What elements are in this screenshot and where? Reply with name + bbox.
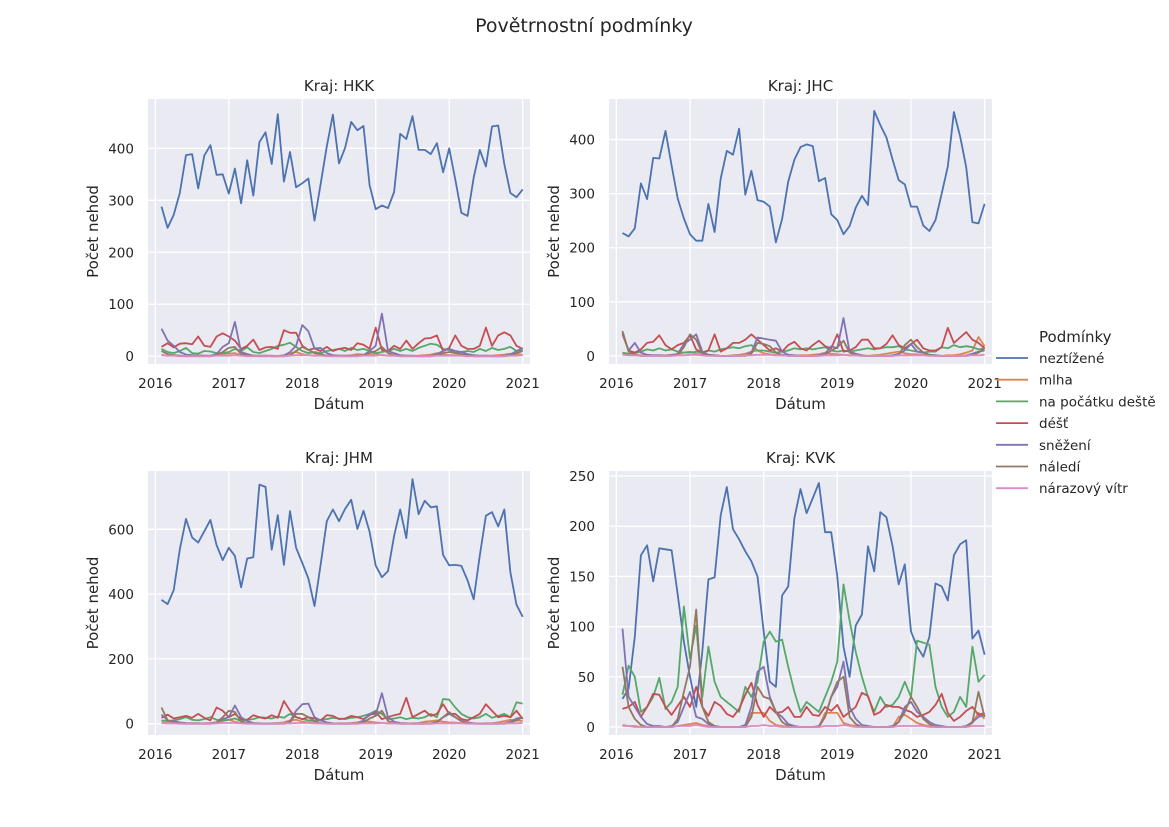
y-tick-label: 0 (586, 720, 595, 736)
series-line (160, 113, 524, 229)
plot-area (609, 471, 992, 735)
x-tick-label: 2020 (432, 747, 466, 763)
x-tick-label: 2020 (894, 747, 928, 763)
x-tick-label: 2020 (432, 376, 466, 392)
x-tick-label: 2018 (746, 747, 780, 763)
x-tick-label: 2016 (599, 376, 633, 392)
panels: 2016 2017 2018 2019 2020 2021 0 100 200 300 400 Kra… (84, 77, 1002, 784)
x-tick-label: 2017 (673, 747, 707, 763)
chart-title: Povětrnostní podmínky (475, 15, 693, 37)
x-tick-label: 2021 (967, 376, 1001, 392)
y-axis-label: Počet nehod (84, 185, 102, 278)
panel-1: 2016 2017 2018 2019 2020 2021 0 100 200 300 400 Kra… (84, 77, 540, 413)
series-line (621, 482, 986, 708)
x-axis-label: Dátum (775, 395, 826, 413)
plot-area (148, 471, 530, 735)
panel-title: Kraj: JHC (768, 77, 833, 95)
y-axis-label: Počet nehod (545, 557, 563, 650)
legend-label: sněžení (1039, 438, 1092, 454)
x-tick-label: 2016 (138, 376, 172, 392)
panel-2: 2016 2017 2018 2019 2020 2021 0 100 200 300 400 Kra… (545, 77, 1002, 413)
y-tick-label: 600 (108, 522, 134, 538)
y-tick-label: 100 (569, 295, 595, 311)
panel-3: 2016 2017 2018 2019 2020 2021 0 200 400 600 Kraj: … (84, 449, 540, 784)
y-tick-label: 100 (108, 297, 134, 313)
series-line (161, 696, 524, 722)
legend: Podmínky neztížené mlha na počátku deště dé… (996, 328, 1156, 497)
y-tick-label: 250 (569, 469, 595, 485)
series-line (622, 110, 986, 244)
x-tick-label: 2021 (505, 376, 539, 392)
x-tick-label: 2016 (138, 747, 172, 763)
x-axis-label: Dátum (314, 395, 365, 413)
legend-label: mlha (1039, 373, 1073, 389)
y-tick-label: 0 (125, 717, 134, 733)
y-axis-label: Počet nehod (545, 185, 563, 278)
panel-title: Kraj: HKK (304, 77, 375, 95)
legend-label: déšť (1039, 416, 1069, 432)
x-tick-label: 2020 (894, 376, 928, 392)
plot-area (148, 99, 530, 364)
x-tick-label: 2019 (820, 376, 854, 392)
y-tick-label: 0 (586, 349, 595, 365)
series-line (622, 353, 985, 357)
x-tick-label: 2017 (212, 747, 246, 763)
legend-label: náledí (1039, 460, 1081, 476)
x-tick-label: 2021 (505, 747, 539, 763)
x-axis-label: Dátum (775, 766, 826, 784)
y-tick-label: 150 (569, 569, 595, 585)
x-tick-label: 2017 (673, 376, 707, 392)
series-line (621, 326, 986, 354)
panel-4: 2016 2017 2018 2019 2020 2021 0 50 100 150 200 250 K… (545, 449, 1002, 784)
series-line (161, 722, 523, 725)
x-tick-label: 2019 (359, 376, 393, 392)
series-line (161, 353, 523, 358)
y-axis-label: Počet nehod (84, 557, 102, 650)
x-tick-label: 2016 (599, 747, 633, 763)
y-tick-label: 300 (108, 193, 134, 209)
y-tick-label: 300 (569, 187, 595, 203)
legend-label: na počátku deště (1039, 394, 1156, 410)
x-tick-label: 2019 (820, 747, 854, 763)
panel-title: Kraj: JHM (305, 449, 373, 467)
x-tick-label: 2019 (359, 747, 393, 763)
y-tick-label: 200 (569, 241, 595, 257)
series-line (161, 326, 524, 352)
x-tick-label: 2018 (285, 376, 319, 392)
x-tick-label: 2017 (212, 376, 246, 392)
plot-area (609, 99, 992, 364)
y-tick-label: 200 (569, 519, 595, 535)
series-line (622, 724, 985, 728)
y-tick-label: 400 (569, 133, 595, 149)
legend-title: Podmínky (1039, 328, 1112, 346)
legend-label: neztížené (1039, 351, 1104, 367)
panel-title: Kraj: KVK (766, 449, 836, 467)
y-tick-label: 400 (108, 587, 134, 603)
y-tick-label: 200 (108, 245, 134, 261)
y-tick-label: 0 (125, 349, 134, 365)
y-tick-label: 400 (108, 141, 134, 157)
x-tick-label: 2018 (746, 376, 780, 392)
legend-label: nárazový vítr (1039, 481, 1128, 497)
y-tick-label: 50 (578, 670, 595, 686)
y-tick-label: 100 (569, 620, 595, 636)
series-line (160, 478, 524, 618)
x-axis-label: Dátum (314, 766, 365, 784)
x-tick-label: 2021 (967, 747, 1001, 763)
x-tick-label: 2018 (285, 747, 319, 763)
series-line (621, 583, 986, 718)
y-tick-label: 200 (108, 652, 134, 668)
